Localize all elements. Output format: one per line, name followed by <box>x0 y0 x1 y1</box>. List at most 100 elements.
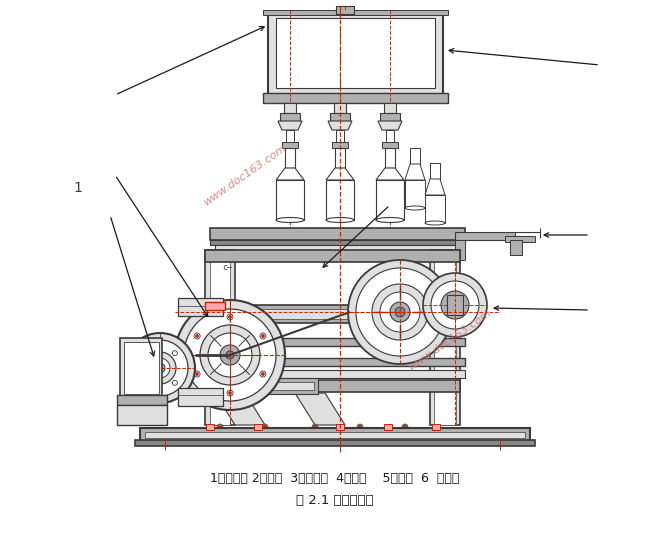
Bar <box>384 103 396 113</box>
Bar <box>120 338 162 398</box>
Circle shape <box>380 292 420 332</box>
Text: c─: c─ <box>222 264 232 273</box>
Bar <box>145 432 525 438</box>
Circle shape <box>264 425 266 429</box>
Circle shape <box>143 351 148 356</box>
Bar <box>254 424 262 430</box>
Bar <box>330 113 350 121</box>
Bar <box>510 240 522 255</box>
Bar <box>215 245 460 251</box>
Bar <box>178 298 223 316</box>
Circle shape <box>395 307 405 317</box>
Text: 图 2.1 灘装机整体: 图 2.1 灘装机整体 <box>296 494 374 507</box>
Text: 1: 1 <box>74 181 83 195</box>
Text: www.doc163.com: www.doc163.com <box>407 308 493 372</box>
Bar <box>326 180 354 220</box>
Bar <box>380 113 400 121</box>
Circle shape <box>144 352 176 384</box>
Bar <box>124 342 159 394</box>
Circle shape <box>195 335 199 337</box>
Circle shape <box>175 300 285 410</box>
Circle shape <box>372 284 428 340</box>
Bar <box>332 142 348 148</box>
Circle shape <box>194 371 200 377</box>
Bar <box>238 378 318 394</box>
Bar <box>455 232 515 240</box>
Bar <box>430 250 460 425</box>
Circle shape <box>356 268 444 356</box>
Bar <box>382 142 398 148</box>
Bar <box>210 240 465 245</box>
Bar <box>410 148 420 164</box>
Circle shape <box>448 298 462 312</box>
Circle shape <box>200 325 260 385</box>
Circle shape <box>403 425 407 429</box>
Bar <box>205 302 225 310</box>
Circle shape <box>262 335 264 337</box>
Ellipse shape <box>326 218 354 223</box>
Bar <box>200 358 465 366</box>
Circle shape <box>220 345 240 365</box>
Circle shape <box>195 372 199 376</box>
Bar <box>200 305 465 323</box>
Bar <box>200 370 465 378</box>
Bar <box>336 130 344 142</box>
Bar <box>206 424 214 430</box>
Circle shape <box>260 333 266 339</box>
Polygon shape <box>378 121 402 130</box>
Bar <box>432 424 440 430</box>
Bar <box>282 142 298 148</box>
Circle shape <box>155 363 165 373</box>
Bar <box>336 424 344 430</box>
Bar <box>385 148 395 168</box>
Polygon shape <box>276 168 304 180</box>
Bar <box>263 10 448 15</box>
Bar <box>204 309 461 319</box>
Bar <box>384 424 392 430</box>
Circle shape <box>402 424 408 430</box>
Bar <box>405 180 425 208</box>
Bar <box>205 250 235 425</box>
Polygon shape <box>326 168 354 180</box>
Circle shape <box>348 260 452 364</box>
Circle shape <box>125 333 195 403</box>
Bar <box>268 12 443 94</box>
Circle shape <box>423 273 487 337</box>
Circle shape <box>431 281 479 329</box>
Bar <box>276 180 304 220</box>
Bar <box>425 195 445 223</box>
Polygon shape <box>278 121 302 130</box>
Circle shape <box>260 371 266 377</box>
Bar <box>505 236 535 242</box>
Circle shape <box>227 314 233 320</box>
Bar <box>447 295 463 315</box>
Circle shape <box>226 351 234 359</box>
Ellipse shape <box>276 218 304 223</box>
Circle shape <box>313 425 317 429</box>
Bar <box>284 103 296 113</box>
Bar <box>280 113 300 121</box>
Bar <box>276 18 435 88</box>
Bar <box>376 180 404 220</box>
Polygon shape <box>376 168 404 180</box>
Ellipse shape <box>425 221 445 225</box>
Circle shape <box>150 358 170 378</box>
Ellipse shape <box>405 206 425 210</box>
Bar <box>335 148 345 168</box>
Ellipse shape <box>376 218 404 223</box>
Bar <box>205 380 460 392</box>
Circle shape <box>184 309 276 401</box>
Bar <box>285 148 295 168</box>
Circle shape <box>441 291 469 319</box>
Circle shape <box>208 333 252 377</box>
Polygon shape <box>328 121 352 130</box>
Bar <box>178 388 223 406</box>
Circle shape <box>132 340 188 396</box>
Bar <box>386 130 394 142</box>
Bar <box>334 103 346 113</box>
Circle shape <box>358 425 362 429</box>
Bar <box>286 130 294 142</box>
Text: www.doc163.com: www.doc163.com <box>202 143 289 208</box>
Circle shape <box>229 315 231 319</box>
Bar <box>210 228 465 240</box>
